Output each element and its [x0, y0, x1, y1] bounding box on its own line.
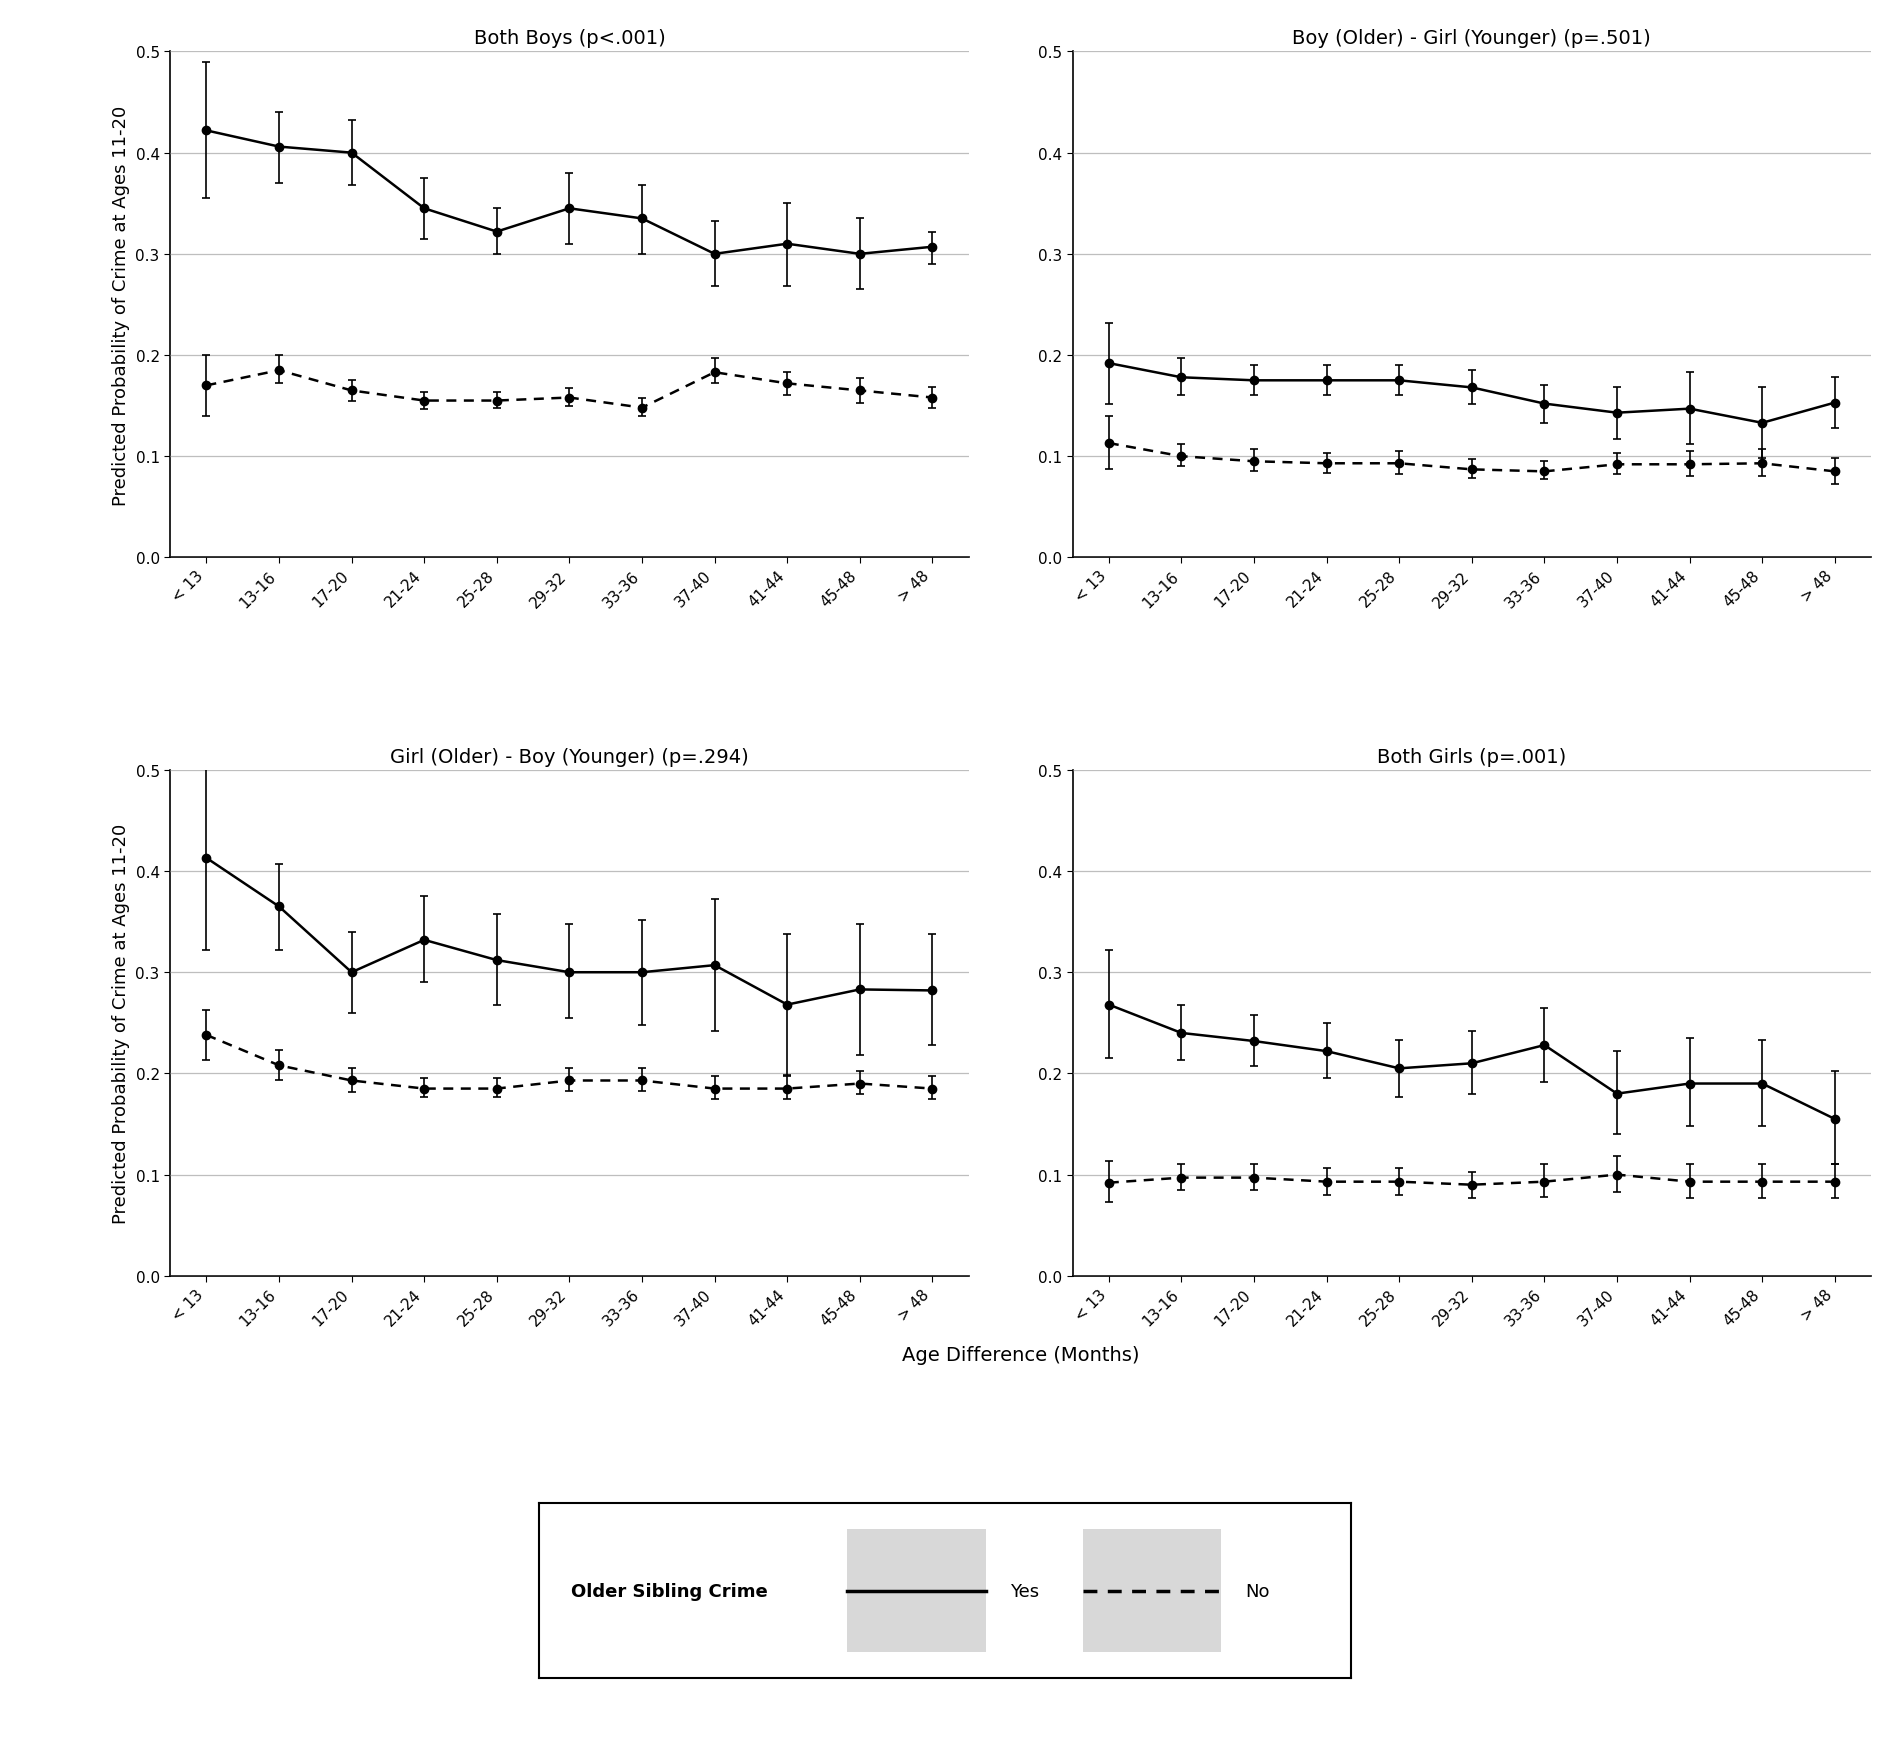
Text: No: No [1245, 1582, 1269, 1599]
Title: Boy (Older) - Girl (Younger) (p=.501): Boy (Older) - Girl (Younger) (p=.501) [1292, 30, 1651, 49]
Y-axis label: Predicted Probability of Crime at Ages 11-20: Predicted Probability of Crime at Ages 1… [111, 105, 130, 505]
Title: Girl (Older) - Boy (Younger) (p=.294): Girl (Older) - Boy (Younger) (p=.294) [389, 746, 748, 766]
Title: Both Girls (p=.001): Both Girls (p=.001) [1377, 746, 1566, 766]
Text: Yes: Yes [1009, 1582, 1039, 1599]
FancyBboxPatch shape [846, 1530, 986, 1652]
FancyBboxPatch shape [1082, 1530, 1220, 1652]
Y-axis label: Predicted Probability of Crime at Ages 11-20: Predicted Probability of Crime at Ages 1… [111, 823, 130, 1224]
Text: Age Difference (Months): Age Difference (Months) [901, 1346, 1139, 1363]
Title: Both Boys (p<.001): Both Boys (p<.001) [474, 30, 665, 49]
Text: Older Sibling Crime: Older Sibling Crime [570, 1582, 767, 1599]
